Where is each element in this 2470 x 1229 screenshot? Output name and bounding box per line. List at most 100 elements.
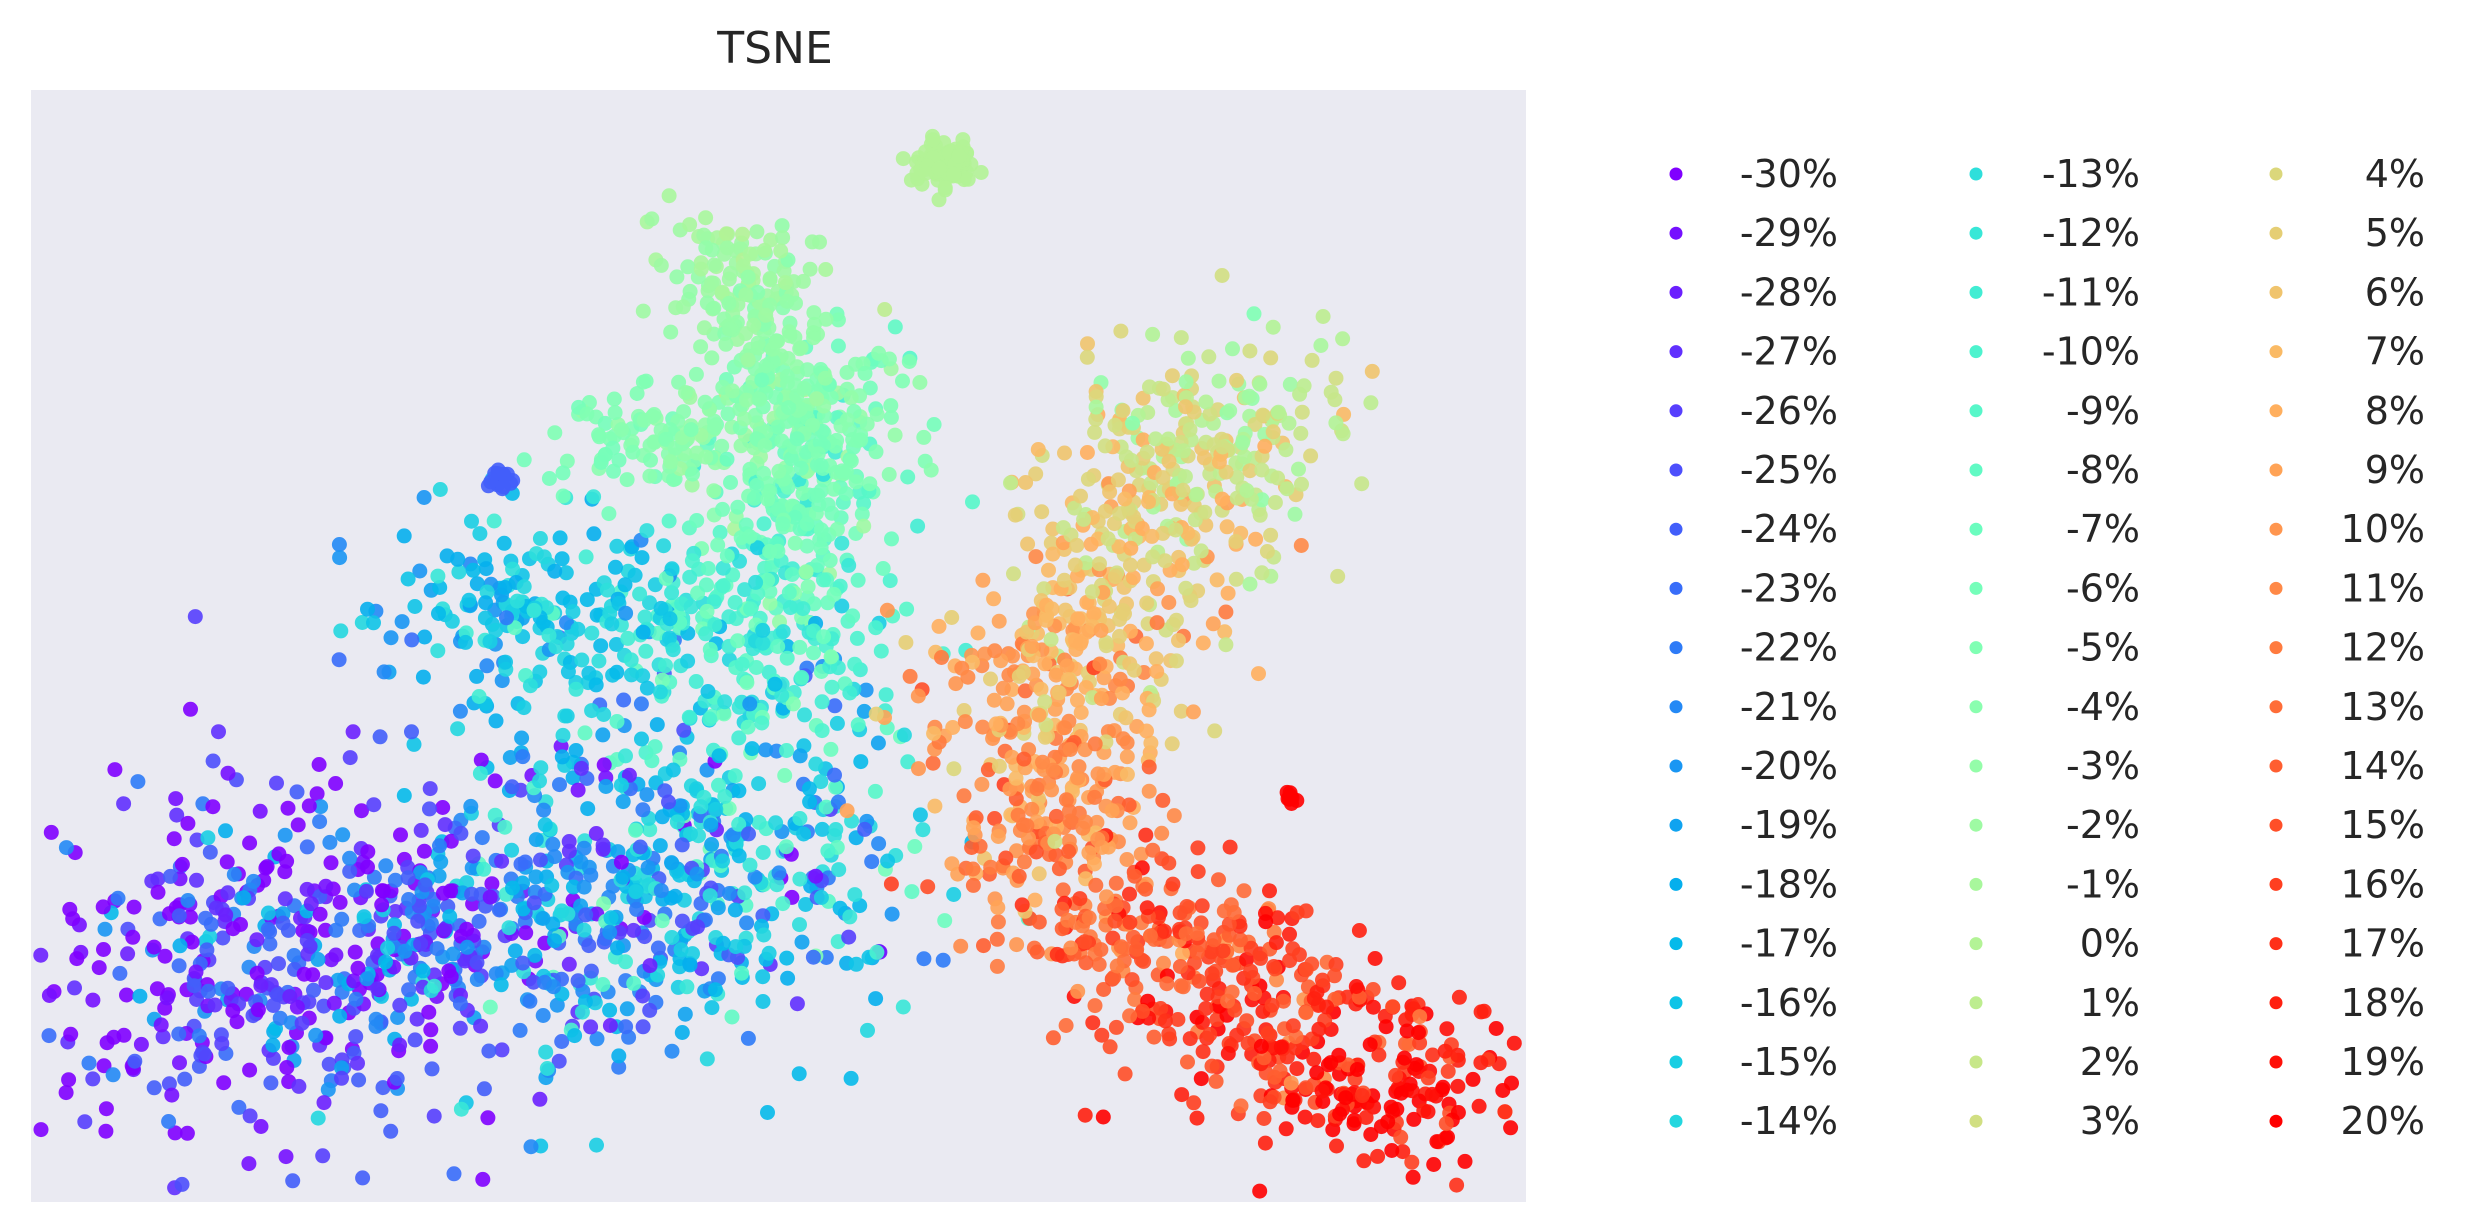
scatter-point [526,974,541,990]
scatter-point [736,411,752,427]
scatter-point [366,797,382,813]
scatter-point [643,452,658,468]
scatter-point [188,964,204,980]
scatter-point [628,822,643,838]
scatter-point [843,453,859,469]
scatter-point [792,917,807,933]
scatter-point [1175,945,1190,961]
scatter-point [750,284,766,300]
scatter-point [680,653,696,669]
scatter-point [312,906,328,922]
scatter-point [640,860,656,876]
scatter-point [1051,685,1067,701]
scatter-point [946,761,962,777]
scatter-point [700,684,716,699]
scatter-point [1240,1035,1256,1051]
scatter-point [642,468,658,484]
legend-marker [1669,285,1683,299]
scatter-point [813,890,829,905]
scatter-point [183,701,198,717]
scatter-point [1420,1070,1436,1086]
scatter-point [850,433,866,449]
scatter-point [716,311,732,327]
scatter-point [787,535,803,551]
scatter-point [1254,492,1270,508]
scatter-point [742,246,758,262]
scatter-point [740,269,756,285]
scatter-point [798,897,814,912]
scatter-point [848,474,864,490]
scatter-point [683,599,699,615]
scatter-point [105,1067,121,1083]
scatter-point [614,422,629,438]
scatter-point [91,960,107,976]
scatter-point [404,632,420,648]
scatter-point [1283,1075,1299,1091]
scatter-point [975,572,991,588]
scatter-point [1134,1003,1150,1019]
scatter-point [505,473,521,488]
scatter-point [516,579,532,595]
scatter-point [1048,808,1064,824]
scatter-point [342,863,358,879]
scatter-point [41,1028,57,1044]
scatter-point [1123,540,1139,556]
scatter-point [649,717,665,733]
scatter-point [552,777,567,793]
legend-label: 11% [2341,566,2425,610]
scatter-point [383,630,399,646]
legend-label: 4% [2365,152,2425,196]
scatter-point [378,858,394,874]
scatter-point [683,826,698,842]
scatter-point [423,916,439,932]
scatter-point [166,831,182,847]
scatter-point [286,948,302,963]
scatter-point [216,1075,232,1091]
scatter-point [823,649,839,665]
scatter-point [629,901,645,917]
scatter-point [443,969,459,985]
scatter-point [854,506,870,522]
scatter-point [1145,549,1161,565]
scatter-point [431,606,446,621]
scatter-point [1122,557,1138,573]
scatter-point [473,1018,489,1034]
scatter-point [1208,1073,1224,1089]
scatter-point [1328,370,1344,386]
scatter-point [41,988,57,1003]
scatter-point [1319,999,1335,1015]
scatter-point [1178,580,1194,596]
scatter-point [1330,568,1346,584]
scatter-point [731,816,747,832]
scatter-point [1029,944,1045,960]
scatter-point [662,630,677,646]
scatter-point [1031,707,1047,723]
scatter-point [559,636,575,652]
scatter-point [883,876,899,892]
scatter-point [802,794,818,810]
scatter-point [811,497,827,513]
scatter-point [1035,754,1050,770]
scatter-point [721,609,737,625]
scatter-point [452,703,468,719]
scatter-point [375,1080,391,1096]
scatter-point [342,850,358,866]
scatter-point [1404,1154,1420,1170]
scatter-point [1070,692,1085,708]
scatter-point [1278,442,1294,458]
legend-label: -8% [2066,448,2140,492]
scatter-point [1338,1090,1354,1106]
scatter-point [792,811,808,826]
scatter-point [818,311,834,327]
scatter-point [58,1085,74,1101]
scatter-point [315,1148,331,1164]
scatter-point [299,933,315,948]
scatter-point [578,907,594,923]
scatter-point [1173,978,1189,994]
scatter-point [464,860,480,876]
scatter-point [593,455,609,470]
scatter-point [1127,868,1143,884]
scatter-point [830,338,846,354]
legend-label: -13% [2042,152,2140,196]
scatter-point [366,615,381,631]
